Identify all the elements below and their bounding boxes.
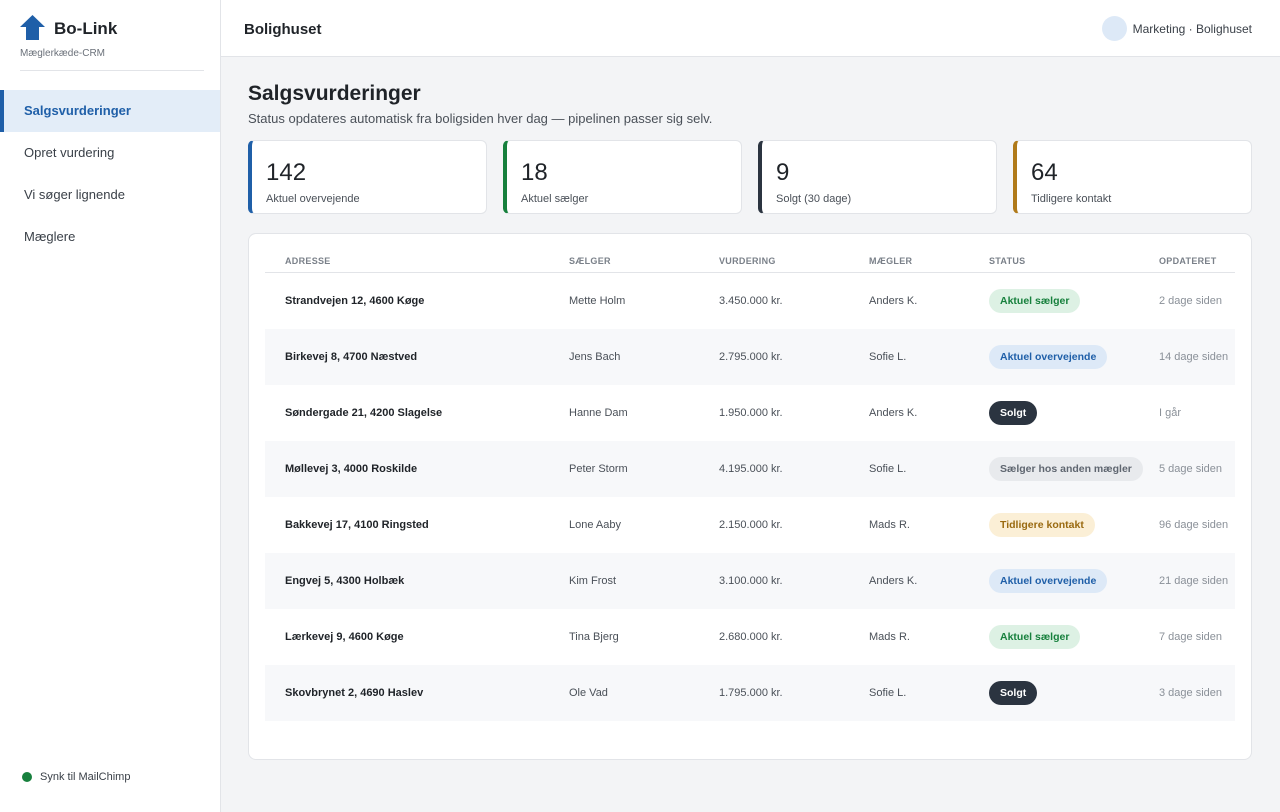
broker-cell: Mads R. [869, 631, 910, 643]
table-row[interactable]: Engvej 5, 4300 Holbæk Kim Frost 3.100.000 … [265, 553, 1235, 609]
column-header: VURDERING [719, 256, 776, 266]
address-cell: Strandvejen 12, 4600 Køge [285, 295, 425, 307]
valuation-cell: 2.795.000 kr. [719, 351, 783, 363]
updated-cell: I går [1159, 407, 1182, 419]
nav-item[interactable]: Mæglere [24, 229, 76, 244]
nav: Salgsvurderinger Opret vurdering Vi søger … [0, 90, 220, 258]
seller-cell: Tina Bjerg [569, 631, 619, 643]
address-cell: Søndergade 21, 4200 Slagelse [285, 407, 443, 419]
status-badge: Solgt [989, 681, 1038, 705]
logo [20, 15, 45, 40]
seller-cell: Lone Aaby [569, 519, 621, 531]
column-header: ADRESSE [285, 256, 331, 266]
table-row[interactable]: Bakkevej 17, 4100 Ringsted Lone Aaby 2.150… [265, 497, 1235, 553]
stats: 142 Aktuel overvejende 18 Aktuel sælger 9 Sol… [248, 140, 1252, 214]
updated-cell: 96 dage siden [1159, 519, 1229, 531]
nav-item[interactable]: Opret vurdering [24, 145, 115, 160]
valuation-cell: 2.680.000 kr. [719, 631, 783, 643]
nav-item[interactable]: Vi søger lignende [24, 187, 125, 202]
sync-link[interactable]: Synk til MailChimp [22, 771, 130, 783]
updated-cell: 2 dage siden [1159, 295, 1222, 307]
status-badge: Tidligere kontakt [989, 513, 1095, 537]
broker-cell: Sofie L. [869, 463, 907, 475]
address-cell: Skovbrynet 2, 4690 Haslev [285, 687, 424, 699]
stat-card: 18 Aktuel sælger [503, 140, 742, 214]
address-cell: Birkevej 8, 4700 Næstved [285, 351, 418, 363]
table: ADRESSE SÆLGER VURDERING MÆGLER STATUS OPDATE… [248, 233, 1252, 760]
stat-value: 142 [266, 159, 307, 186]
stat-value: 9 [776, 159, 790, 186]
column-header: SÆLGER [569, 256, 611, 266]
page-subtitle: Status opdateres automatisk fra boligsid… [248, 111, 713, 126]
valuation-cell: 3.100.000 kr. [719, 575, 783, 587]
seller-cell: Kim Frost [569, 575, 617, 587]
seller-cell: Mette Holm [569, 295, 626, 307]
status-badge: Sælger hos anden mægler [989, 457, 1143, 481]
broker-cell: Anders K. [869, 295, 918, 307]
updated-cell: 21 dage siden [1159, 575, 1229, 587]
address-cell: Lærkevej 9, 4600 Køge [285, 631, 404, 643]
stat-card: 9 Solgt (30 dage) [758, 140, 997, 214]
valuation-cell: 1.795.000 kr. [719, 687, 783, 699]
column-header: OPDATERET [1159, 256, 1217, 266]
user-label[interactable]: Marketing · Bolighuset [1132, 22, 1252, 36]
address-cell: Møllevej 3, 4000 Roskilde [285, 463, 418, 475]
column-header: STATUS [989, 256, 1026, 266]
valuation-cell: 1.950.000 kr. [719, 407, 783, 419]
address-cell: Bakkevej 17, 4100 Ringsted [285, 519, 429, 531]
brand: Bo-Link [54, 19, 118, 38]
seller-cell: Jens Bach [569, 351, 621, 363]
sidebar: Bo-Link Mæglerkæde-CRM Salgsvurderinger O… [0, 0, 221, 812]
divider [20, 70, 204, 71]
stat-label: Aktuel sælger [521, 193, 589, 205]
page-title: Salgsvurderinger [248, 82, 421, 105]
stat-card: 64 Tidligere kontakt [1013, 140, 1252, 214]
table-row[interactable]: Skovbrynet 2, 4690 Haslev Ole Vad 1.795.00… [265, 665, 1235, 721]
updated-cell: 5 dage siden [1159, 463, 1222, 475]
updated-cell: 14 dage siden [1159, 351, 1229, 363]
valuation-cell: 2.150.000 kr. [719, 519, 783, 531]
seller-cell: Hanne Dam [569, 407, 628, 419]
updated-cell: 3 dage siden [1159, 687, 1222, 699]
sync-label: Synk til MailChimp [40, 771, 131, 783]
seller-cell: Ole Vad [569, 687, 608, 699]
table-row[interactable]: Møllevej 3, 4000 Roskilde Peter Storm 4.19… [265, 441, 1235, 497]
status-badge: Aktuel sælger [989, 289, 1081, 313]
valuation-cell: 3.450.000 kr. [719, 295, 783, 307]
broker-cell: Anders K. [869, 575, 918, 587]
broker-cell: Sofie L. [869, 351, 907, 363]
table-row[interactable]: Lærkevej 9, 4600 Køge Tina Bjerg 2.680.000… [265, 609, 1235, 665]
status-badge: Aktuel overvejende [989, 569, 1108, 593]
column-header: MÆGLER [869, 256, 913, 266]
stat-label: Aktuel overvejende [266, 193, 360, 205]
stat-label: Tidligere kontakt [1031, 193, 1112, 205]
topbar: Bolighuset Marketing · Bolighuset [221, 0, 1280, 57]
table-row[interactable]: Birkevej 8, 4700 Næstved Jens Bach 2.795.0… [265, 329, 1235, 385]
stat-value: 18 [521, 159, 548, 186]
stat-value: 64 [1031, 159, 1058, 186]
broker-cell: Sofie L. [869, 687, 907, 699]
broker-cell: Mads R. [869, 519, 910, 531]
updated-cell: 7 dage siden [1159, 631, 1222, 643]
status-dot [22, 772, 32, 782]
status-badge: Solgt [989, 401, 1038, 425]
status-badge: Aktuel overvejende [989, 345, 1108, 369]
tagline: Mæglerkæde-CRM [20, 48, 106, 59]
address-cell: Engvej 5, 4300 Holbæk [285, 575, 405, 587]
broker-cell: Anders K. [869, 407, 918, 419]
avatar[interactable] [1102, 16, 1127, 41]
valuation-cell: 4.195.000 kr. [719, 463, 783, 475]
stat-label: Solgt (30 dage) [776, 193, 852, 205]
header-title: Bolighuset [244, 21, 322, 38]
stat-card: 142 Aktuel overvejende [248, 140, 487, 214]
nav-item[interactable]: Salgsvurderinger [0, 90, 220, 132]
seller-cell: Peter Storm [569, 463, 628, 475]
status-badge: Aktuel sælger [989, 625, 1081, 649]
table-row[interactable]: Søndergade 21, 4200 Slagelse Hanne Dam 1.9… [265, 385, 1235, 441]
table-row[interactable]: Strandvejen 12, 4600 Køge Mette Holm 3.450… [265, 273, 1235, 329]
table-header: ADRESSE SÆLGER VURDERING MÆGLER STATUS OPDATE… [265, 246, 1235, 273]
